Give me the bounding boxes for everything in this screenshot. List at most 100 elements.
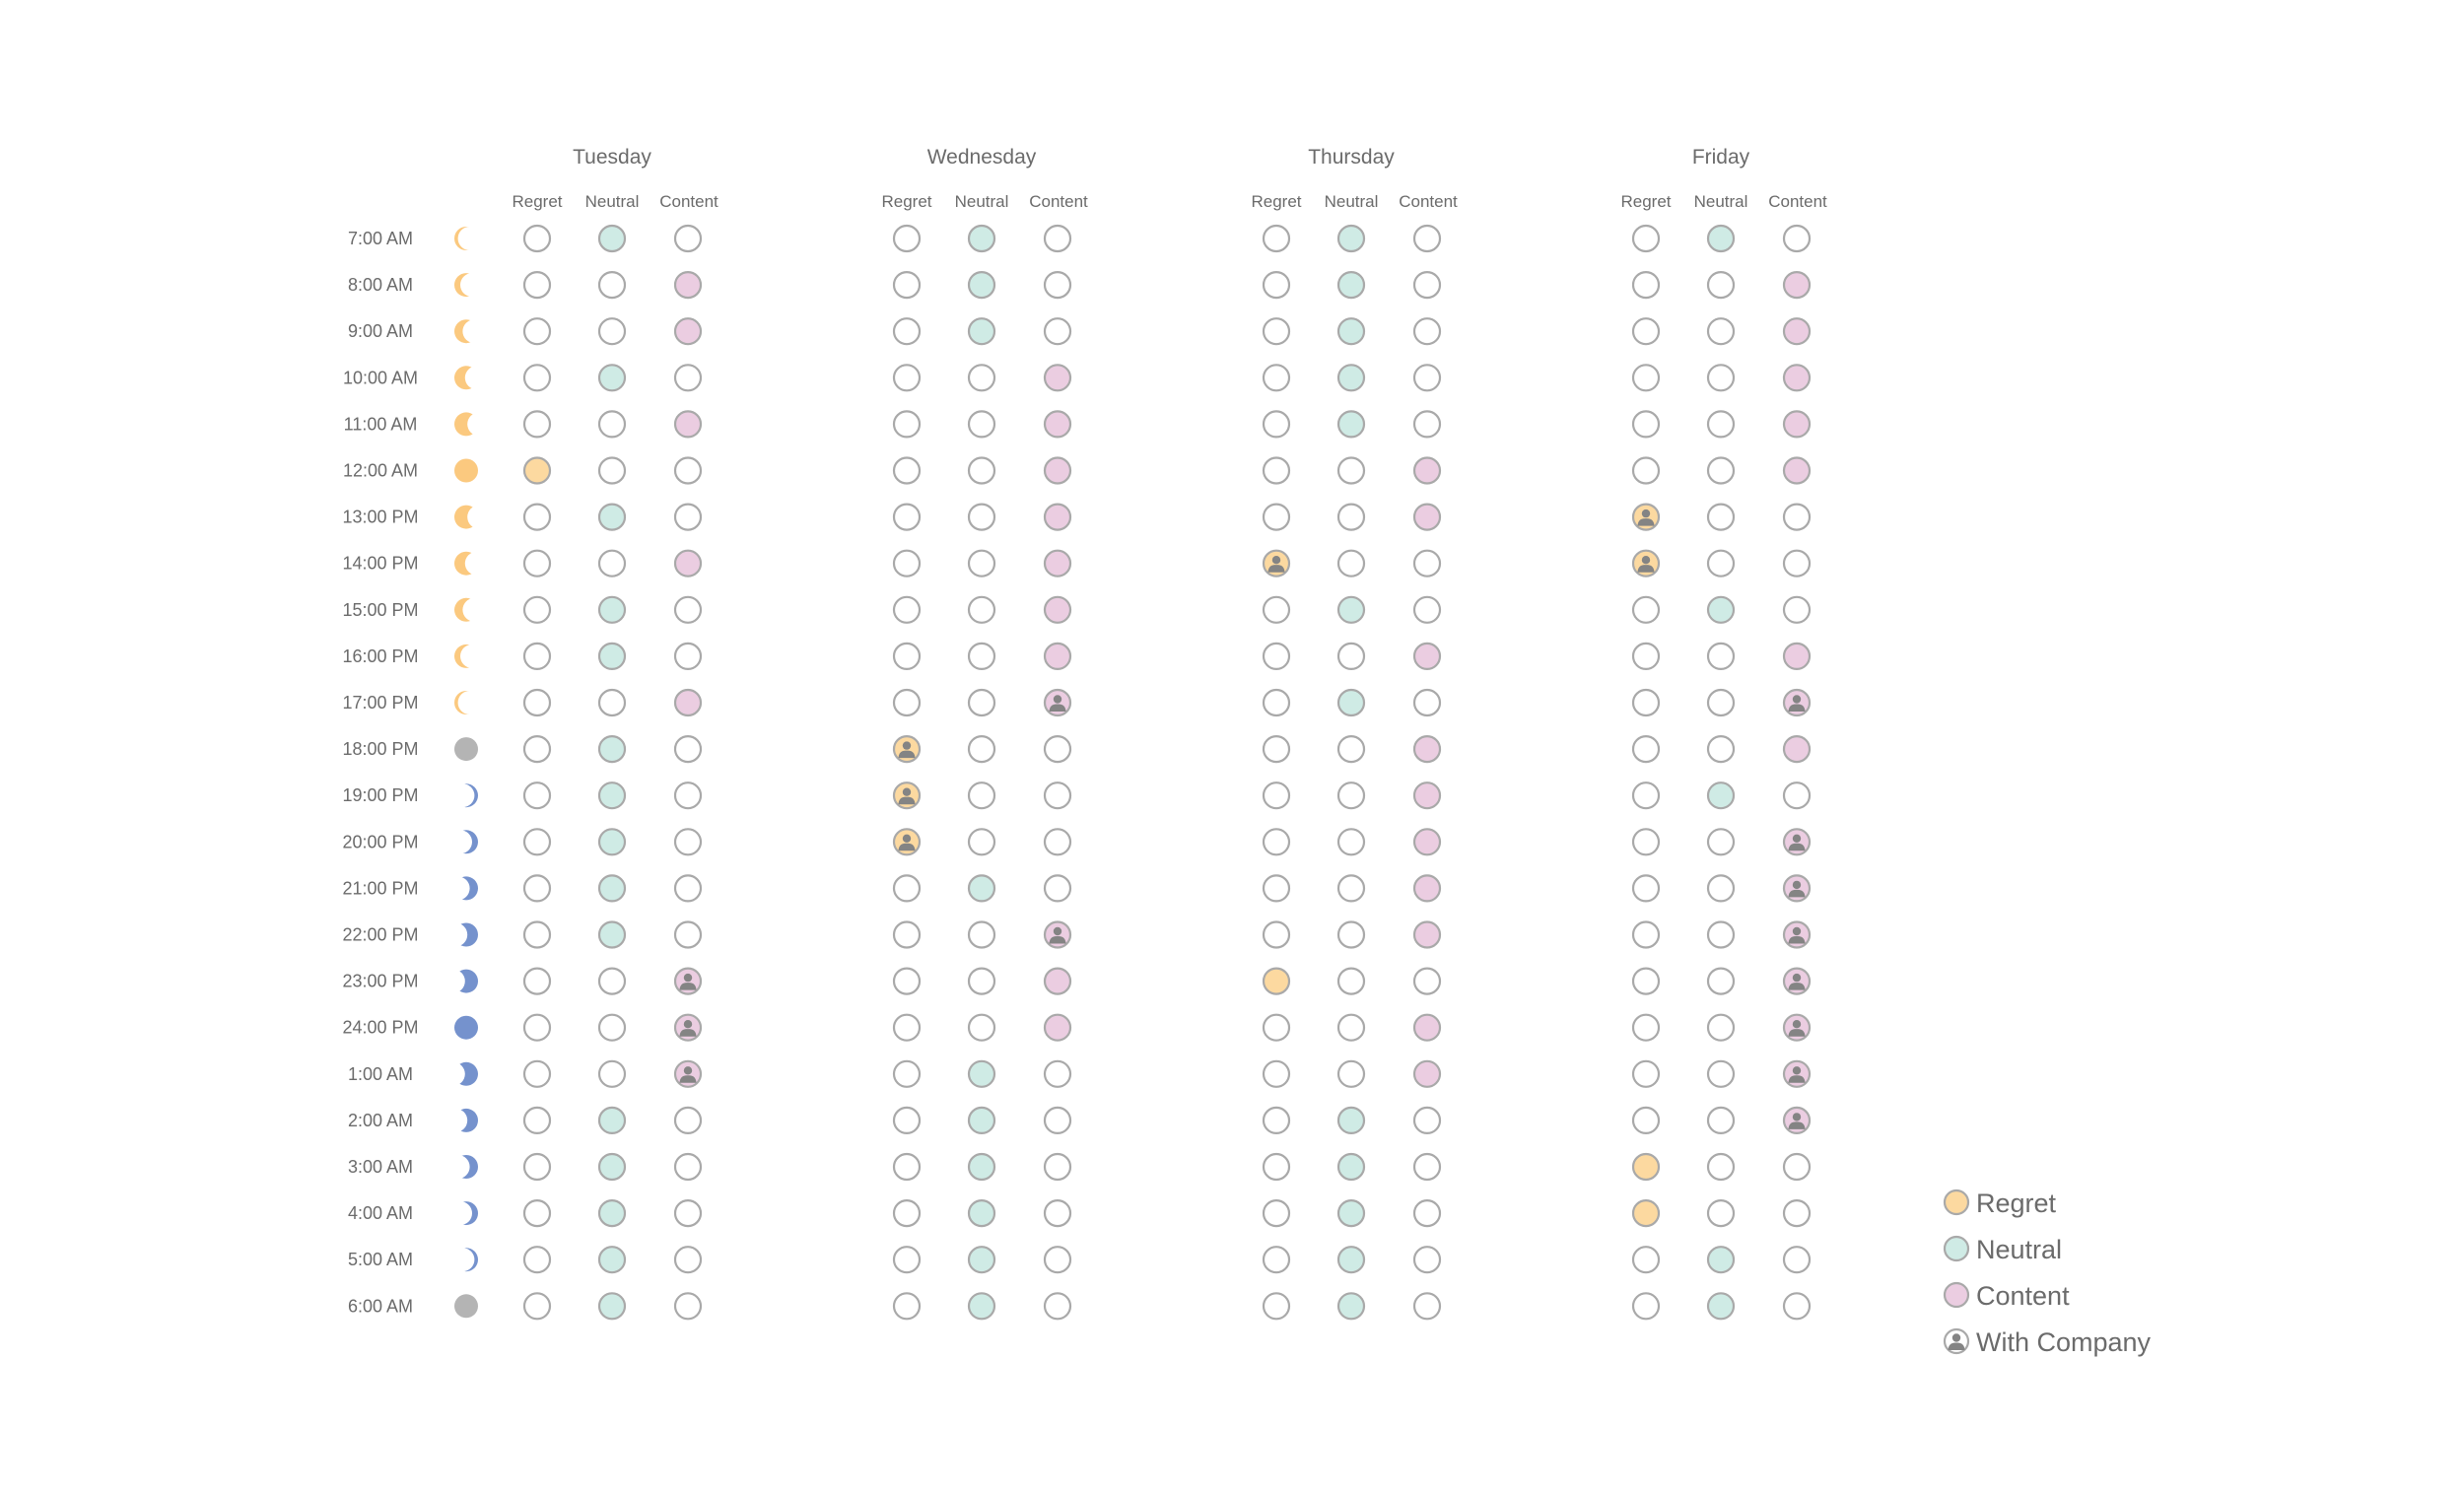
- dot-empty: [1706, 549, 1736, 577]
- dot-empty: [1631, 271, 1661, 300]
- dot-empty: [1412, 364, 1442, 392]
- dot-empty: [1262, 503, 1291, 531]
- time-label: 24:00 PM: [342, 1018, 418, 1038]
- day-title: Thursday: [1308, 146, 1395, 169]
- dot-empty: [1412, 1106, 1442, 1135]
- dot-content-with-company: [1043, 920, 1072, 949]
- dot-empty: [1412, 1292, 1442, 1321]
- dot-empty: [673, 456, 703, 485]
- dot-empty: [522, 1152, 552, 1182]
- dot-regret-with-company: [892, 734, 922, 764]
- dot-empty: [1336, 734, 1366, 764]
- dot-neutral: [967, 224, 996, 253]
- column-label-regret: Regret: [1251, 192, 1301, 211]
- dot-empty: [892, 1106, 922, 1135]
- column-label-neutral: Neutral: [585, 192, 640, 211]
- dot-empty: [1782, 1152, 1812, 1182]
- legend-swatch: [1943, 1281, 1970, 1309]
- dot-empty: [1412, 1198, 1442, 1228]
- dot-neutral: [597, 874, 627, 903]
- dot-empty: [522, 828, 552, 856]
- moon-phase-icon: [454, 1015, 478, 1040]
- time-label: 15:00 PM: [342, 600, 418, 620]
- dot-empty: [1706, 874, 1736, 903]
- legend-swatch: [1943, 1235, 1970, 1262]
- dot-empty: [892, 874, 922, 903]
- dot-empty: [1782, 1198, 1812, 1228]
- with-company-icon: [1788, 973, 1806, 990]
- column-label-neutral: Neutral: [955, 192, 1009, 211]
- dot-empty: [892, 1152, 922, 1182]
- dot-empty: [1262, 364, 1291, 392]
- dot-empty: [967, 503, 996, 531]
- time-label: 7:00 AM: [348, 229, 413, 248]
- dot-empty: [522, 1013, 552, 1042]
- moon-phase-icon: [454, 876, 478, 901]
- dot-neutral: [597, 781, 627, 810]
- dot-empty: [1262, 1198, 1291, 1228]
- dot-empty: [1782, 1246, 1812, 1274]
- dot-empty: [1782, 503, 1812, 531]
- dot-content-with-company: [1782, 1013, 1812, 1042]
- dot-empty: [1043, 874, 1072, 903]
- dot-neutral: [597, 503, 627, 531]
- dot-content-with-company: [673, 1013, 703, 1042]
- dot-content-with-company: [1782, 920, 1812, 949]
- dot-empty: [1262, 1013, 1291, 1042]
- dot-empty: [892, 642, 922, 671]
- dot-empty: [522, 364, 552, 392]
- dot-content: [1043, 456, 1072, 485]
- time-label: 17:00 PM: [342, 693, 418, 713]
- dot-empty: [1706, 920, 1736, 949]
- dot-neutral: [597, 1292, 627, 1321]
- day-groups: Tuesday Regret Neutral Content Wednesday Regr…: [512, 146, 1827, 211]
- column-label-neutral: Neutral: [1325, 192, 1379, 211]
- dot-empty: [892, 1059, 922, 1088]
- dot-empty: [673, 224, 703, 253]
- dot-empty: [1336, 828, 1366, 856]
- dot-empty: [1262, 1246, 1291, 1274]
- dot-empty: [1631, 1059, 1661, 1088]
- dot-empty: [1262, 874, 1291, 903]
- dot-content: [1412, 734, 1442, 764]
- dot-empty: [522, 734, 552, 764]
- moon-phase-icon: [454, 1155, 478, 1179]
- dot-empty: [1782, 595, 1812, 624]
- dot-empty: [522, 642, 552, 671]
- dot-empty: [1631, 456, 1661, 485]
- dot-neutral: [597, 224, 627, 253]
- day-tuesday: Tuesday Regret Neutral Content: [512, 146, 719, 211]
- dot-content: [1043, 364, 1072, 392]
- moon-phase-icon: [454, 1061, 478, 1086]
- with-company-icon: [1788, 926, 1806, 944]
- dot-empty: [1412, 271, 1442, 300]
- time-label: 5:00 AM: [348, 1250, 413, 1269]
- dot-regret: [1631, 1152, 1661, 1182]
- dot-content: [1043, 642, 1072, 671]
- dot-empty: [1043, 271, 1072, 300]
- sun-phase-icon: [454, 644, 478, 668]
- dot-empty: [1336, 1013, 1366, 1042]
- dot-empty: [1043, 1246, 1072, 1274]
- dot-empty: [522, 317, 552, 346]
- dot-content-with-company: [1782, 1059, 1812, 1088]
- dot-empty: [1336, 874, 1366, 903]
- legend-label: Neutral: [1976, 1235, 2062, 1264]
- legend: Regret Neutral Content With Company: [1943, 1188, 2152, 1357]
- dot-empty: [892, 549, 922, 577]
- moon-phase-icon: [454, 1201, 478, 1226]
- dot-regret-with-company: [892, 781, 922, 810]
- dot-neutral: [967, 1292, 996, 1321]
- sun-phase-icon: [454, 505, 478, 529]
- dot-neutral: [597, 364, 627, 392]
- sun-phase-icon: [454, 366, 478, 390]
- dot-neutral: [967, 1152, 996, 1182]
- dot-empty: [673, 920, 703, 949]
- dot-empty: [892, 1013, 922, 1042]
- dot-regret-with-company: [892, 828, 922, 856]
- dot-empty: [1631, 410, 1661, 439]
- dot-content: [673, 317, 703, 346]
- dot-empty: [1412, 1246, 1442, 1274]
- time-labels: 7:00 AM 8:00 AM 9:00 AM 10:00 AM 11:00 AM 12:…: [342, 229, 418, 1316]
- dot-empty: [1262, 920, 1291, 949]
